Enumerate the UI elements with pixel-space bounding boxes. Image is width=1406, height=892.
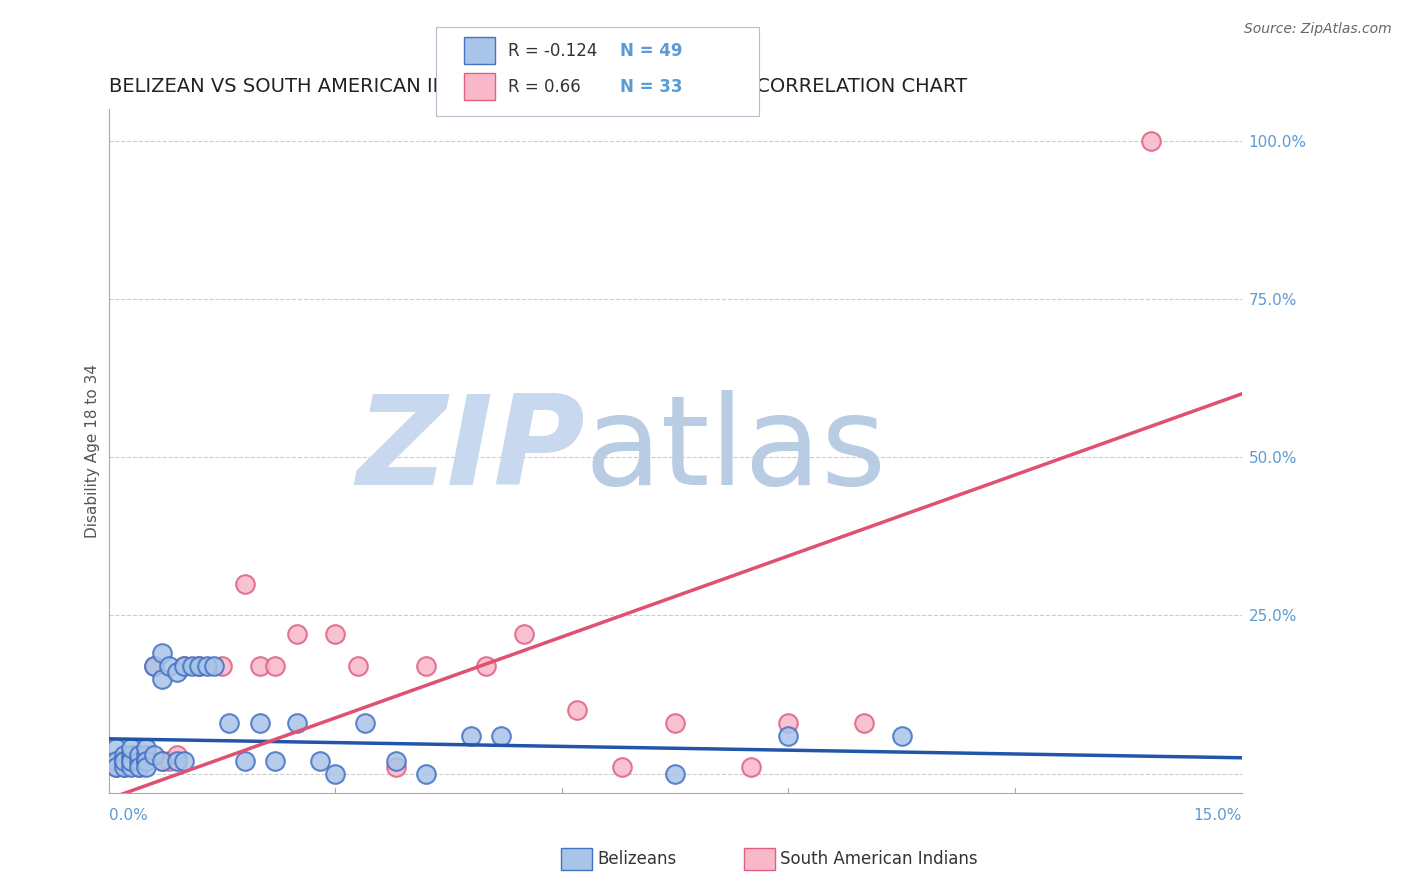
Point xyxy=(287,627,309,641)
Point xyxy=(347,659,370,673)
Point xyxy=(287,716,309,731)
Point xyxy=(135,754,157,768)
Point xyxy=(135,747,157,762)
Point xyxy=(778,716,800,731)
Point xyxy=(853,716,876,731)
Point xyxy=(778,729,800,743)
Point xyxy=(233,576,256,591)
Point xyxy=(105,754,128,768)
Point xyxy=(211,659,233,673)
Point xyxy=(323,766,346,780)
Point xyxy=(150,646,173,660)
Point xyxy=(112,760,135,774)
Point xyxy=(105,741,128,756)
Point xyxy=(309,754,332,768)
Point xyxy=(128,754,150,768)
Point xyxy=(128,760,150,774)
Point xyxy=(188,659,211,673)
Point xyxy=(112,754,135,768)
Point xyxy=(150,754,173,768)
Point xyxy=(1140,134,1163,148)
Point xyxy=(740,760,762,774)
Point xyxy=(249,659,271,673)
Point xyxy=(195,659,218,673)
Point xyxy=(166,747,188,762)
Point xyxy=(565,703,588,717)
Point xyxy=(157,754,180,768)
Text: Source: ZipAtlas.com: Source: ZipAtlas.com xyxy=(1244,22,1392,37)
Point xyxy=(664,766,686,780)
Point xyxy=(513,627,536,641)
Point xyxy=(415,766,437,780)
Text: N = 33: N = 33 xyxy=(620,78,682,95)
Point xyxy=(173,659,195,673)
Text: N = 49: N = 49 xyxy=(620,42,682,60)
Point xyxy=(120,747,142,762)
Point xyxy=(142,659,165,673)
Text: atlas: atlas xyxy=(585,391,887,511)
Text: ZIP: ZIP xyxy=(356,391,585,511)
Point xyxy=(105,760,128,774)
Point xyxy=(135,747,157,762)
Point xyxy=(166,665,188,680)
Text: Belizeans: Belizeans xyxy=(598,850,676,868)
Point xyxy=(173,659,195,673)
Text: R = -0.124: R = -0.124 xyxy=(508,42,598,60)
Point xyxy=(142,747,165,762)
Point xyxy=(173,754,195,768)
Point xyxy=(233,754,256,768)
Point xyxy=(128,747,150,762)
Point xyxy=(135,754,157,768)
Point xyxy=(112,747,135,762)
Point xyxy=(135,741,157,756)
Point xyxy=(188,659,211,673)
Point xyxy=(218,716,240,731)
Point xyxy=(112,760,135,774)
Point xyxy=(475,659,498,673)
Y-axis label: Disability Age 18 to 34: Disability Age 18 to 34 xyxy=(86,364,100,538)
Point xyxy=(142,659,165,673)
Point xyxy=(384,760,406,774)
Text: BELIZEAN VS SOUTH AMERICAN INDIAN DISABILITY AGE 18 TO 34 CORRELATION CHART: BELIZEAN VS SOUTH AMERICAN INDIAN DISABI… xyxy=(108,78,967,96)
Point xyxy=(157,659,180,673)
Point xyxy=(491,729,513,743)
Point xyxy=(105,760,128,774)
Point xyxy=(150,672,173,686)
Text: R = 0.66: R = 0.66 xyxy=(508,78,581,95)
Point xyxy=(135,760,157,774)
Point xyxy=(128,747,150,762)
Point xyxy=(120,754,142,768)
Point xyxy=(354,716,377,731)
Point xyxy=(120,747,142,762)
Point xyxy=(664,716,686,731)
Point xyxy=(202,659,225,673)
Point xyxy=(120,760,142,774)
Point xyxy=(120,741,142,756)
Point xyxy=(120,754,142,768)
Point xyxy=(120,754,142,768)
Point xyxy=(460,729,482,743)
Point xyxy=(415,659,437,673)
Point xyxy=(128,760,150,774)
Point xyxy=(384,754,406,768)
Text: 0.0%: 0.0% xyxy=(108,808,148,823)
Point xyxy=(166,754,188,768)
Point xyxy=(263,659,285,673)
Point xyxy=(150,754,173,768)
Point xyxy=(112,754,135,768)
Point xyxy=(135,754,157,768)
Point xyxy=(263,754,285,768)
Point xyxy=(612,760,634,774)
Text: South American Indians: South American Indians xyxy=(780,850,979,868)
Point xyxy=(890,729,912,743)
Text: 15.0%: 15.0% xyxy=(1194,808,1241,823)
Point xyxy=(323,627,346,641)
Point xyxy=(112,754,135,768)
Point xyxy=(249,716,271,731)
Point xyxy=(180,659,202,673)
